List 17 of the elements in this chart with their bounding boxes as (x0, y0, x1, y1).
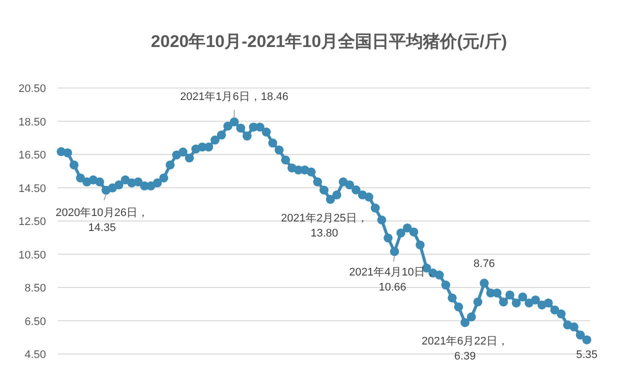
y-tick-label: 18.50 (18, 116, 46, 128)
annotation: 2021年2月25日， 13.80 (280, 212, 368, 240)
y-tick-label: 8.50 (24, 282, 46, 294)
y-tick-label: 4.50 (24, 349, 46, 361)
annotation: 2021年6月22日， 6.39 (422, 336, 508, 363)
y-tick-label: 6.50 (24, 316, 46, 328)
y-tick-label: 16.50 (18, 150, 46, 162)
annotation: 2021年1月6日，18.46 (180, 90, 288, 103)
annotation: 2021年4月10日， 10.66 (349, 266, 436, 294)
y-tick-label: 10.50 (18, 249, 46, 262)
annotation: 2020年10月26日， 14.35 (56, 207, 149, 234)
annotation: 8.76 (474, 258, 495, 270)
y-tick-label: 12.50 (18, 216, 46, 228)
annotation: 5.35 (576, 348, 598, 361)
y-tick-label: 14.50 (18, 182, 46, 195)
title: 2020年10月-2021年10月全国日平均猪价(元/斤) (150, 32, 508, 51)
y-tick-label: 20.50 (18, 83, 46, 95)
